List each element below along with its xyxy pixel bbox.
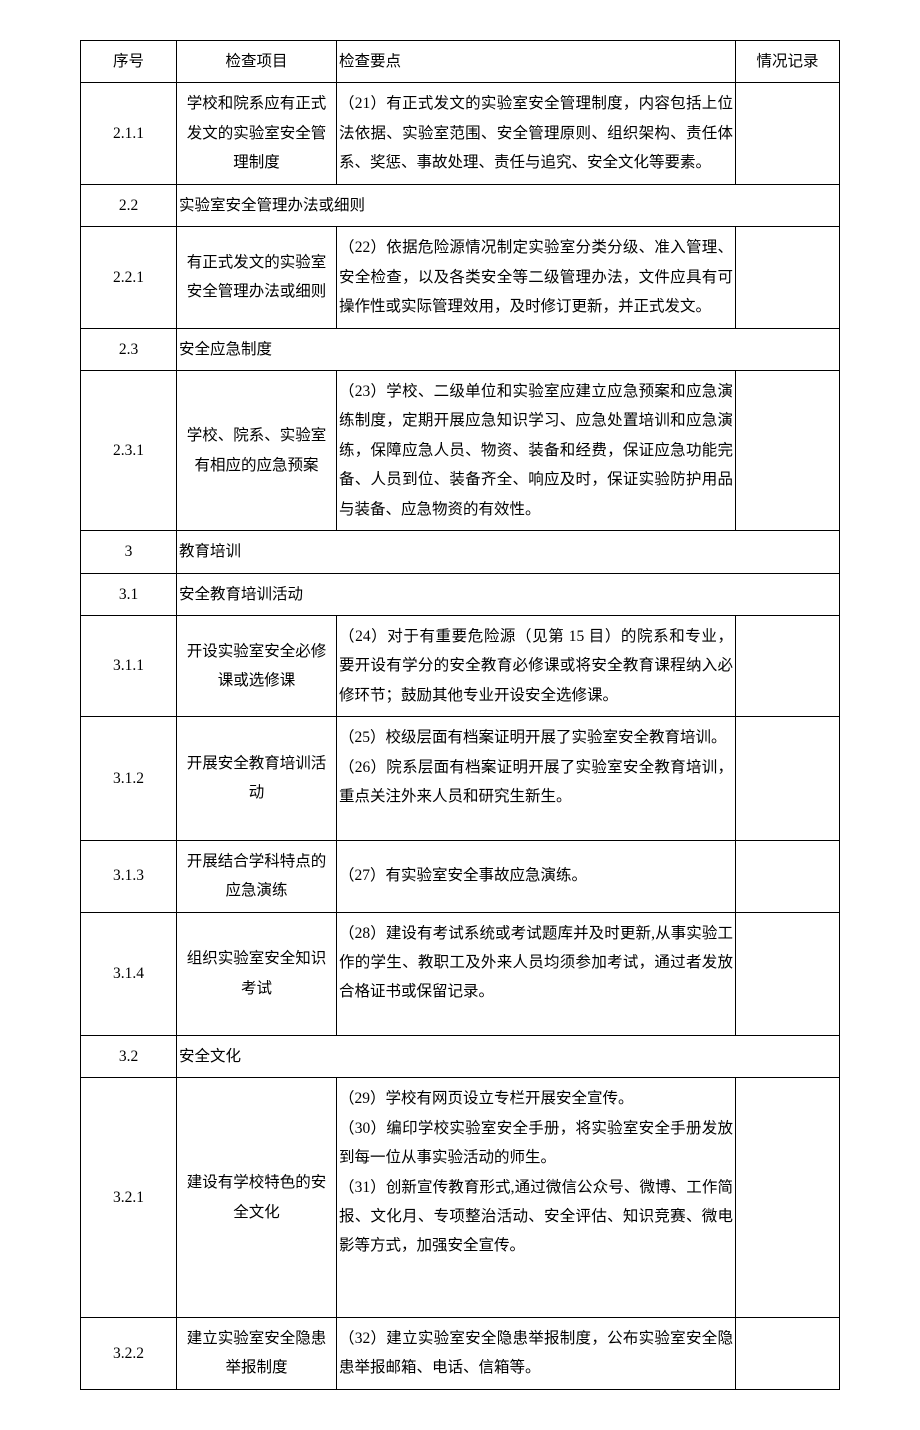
row-number: 2.3.1 (81, 370, 177, 530)
check-item: 组织实验室安全知识考试 (177, 912, 337, 1035)
check-point: （27）有实验室安全事故应急演练。 (337, 840, 736, 912)
row-number: 3.1.3 (81, 840, 177, 912)
check-item: 有正式发文的实验室安全管理办法或细则 (177, 227, 337, 328)
inspection-table: 序号检查项目检查要点情况记录2.1.1学校和院系应有正式发文的实验室安全管理制度… (80, 40, 840, 1390)
check-point: （25）校级层面有档案证明开展了实验室安全教育培训。 （26）院系层面有档案证明… (337, 717, 736, 840)
header-record: 情况记录 (736, 41, 840, 83)
record-cell (736, 1078, 840, 1318)
check-point: （23）学校、二级单位和实验室应建立应急预案和应急演练制度，定期开展应急知识学习… (337, 370, 736, 530)
check-item: 开设实验室安全必修课或选修课 (177, 616, 337, 717)
header-num: 序号 (81, 41, 177, 83)
row-number: 3.1.1 (81, 616, 177, 717)
record-cell (736, 616, 840, 717)
row-number: 2.2 (81, 184, 177, 226)
check-point: （28）建设有考试系统或考试题库并及时更新,从事实验工作的学生、教职工及外来人员… (337, 912, 736, 1035)
record-cell (736, 227, 840, 328)
section-row: 2.3安全应急制度 (81, 328, 840, 370)
check-item: 学校和院系应有正式发文的实验室安全管理制度 (177, 83, 337, 184)
section-row: 2.2实验室安全管理办法或细则 (81, 184, 840, 226)
section-title: 安全应急制度 (177, 328, 840, 370)
check-item: 开展结合学科特点的应急演练 (177, 840, 337, 912)
check-item: 建设有学校特色的安全文化 (177, 1078, 337, 1318)
table-row: 2.3.1学校、院系、实验室有相应的应急预案（23）学校、二级单位和实验室应建立… (81, 370, 840, 530)
check-item: 开展安全教育培训活动 (177, 717, 337, 840)
row-number: 3.1.2 (81, 717, 177, 840)
record-cell (736, 83, 840, 184)
check-point: （22）依据危险源情况制定实验室分类分级、准入管理、安全检查，以及各类安全等二级… (337, 227, 736, 328)
section-title: 教育培训 (177, 531, 840, 573)
row-number: 3.1 (81, 573, 177, 615)
header-point: 检查要点 (337, 41, 736, 83)
section-row: 3.2安全文化 (81, 1035, 840, 1077)
table-row: 3.1.1开设实验室安全必修课或选修课（24）对于有重要危险源（见第 15 目）… (81, 616, 840, 717)
table-row: 3.2.1建设有学校特色的安全文化（29）学校有网页设立专栏开展安全宣传。 （3… (81, 1078, 840, 1318)
section-title: 实验室安全管理办法或细则 (177, 184, 840, 226)
table-body: 序号检查项目检查要点情况记录2.1.1学校和院系应有正式发文的实验室安全管理制度… (81, 41, 840, 1390)
record-cell (736, 912, 840, 1035)
check-point: （21）有正式发文的实验室安全管理制度，内容包括上位法依据、实验室范围、安全管理… (337, 83, 736, 184)
row-number: 3.2 (81, 1035, 177, 1077)
table-row: 2.2.1有正式发文的实验室安全管理办法或细则（22）依据危险源情况制定实验室分… (81, 227, 840, 328)
row-number: 2.2.1 (81, 227, 177, 328)
table-row: 2.1.1学校和院系应有正式发文的实验室安全管理制度（21）有正式发文的实验室安… (81, 83, 840, 184)
row-number: 3 (81, 531, 177, 573)
section-title: 安全文化 (177, 1035, 840, 1077)
row-number: 3.2.2 (81, 1317, 177, 1389)
table-row: 3.1.4组织实验室安全知识考试（28）建设有考试系统或考试题库并及时更新,从事… (81, 912, 840, 1035)
table-row: 3.1.3开展结合学科特点的应急演练（27）有实验室安全事故应急演练。 (81, 840, 840, 912)
table-row: 3.2.2建立实验室安全隐患举报制度（32）建立实验室安全隐患举报制度，公布实验… (81, 1317, 840, 1389)
check-point: （24）对于有重要危险源（见第 15 目）的院系和专业，要开设有学分的安全教育必… (337, 616, 736, 717)
check-point: （32）建立实验室安全隐患举报制度，公布实验室安全隐患举报邮箱、电话、信箱等。 (337, 1317, 736, 1389)
header-item: 检查项目 (177, 41, 337, 83)
check-item: 建立实验室安全隐患举报制度 (177, 1317, 337, 1389)
row-number: 3.1.4 (81, 912, 177, 1035)
section-title: 安全教育培训活动 (177, 573, 840, 615)
row-number: 3.2.1 (81, 1078, 177, 1318)
row-number: 2.3 (81, 328, 177, 370)
section-row: 3教育培训 (81, 531, 840, 573)
table-header-row: 序号检查项目检查要点情况记录 (81, 41, 840, 83)
check-item: 学校、院系、实验室有相应的应急预案 (177, 370, 337, 530)
record-cell (736, 717, 840, 840)
section-row: 3.1安全教育培训活动 (81, 573, 840, 615)
table-row: 3.1.2开展安全教育培训活动（25）校级层面有档案证明开展了实验室安全教育培训… (81, 717, 840, 840)
record-cell (736, 1317, 840, 1389)
row-number: 2.1.1 (81, 83, 177, 184)
check-point: （29）学校有网页设立专栏开展安全宣传。 （30）编印学校实验室安全手册，将实验… (337, 1078, 736, 1318)
record-cell (736, 840, 840, 912)
record-cell (736, 370, 840, 530)
